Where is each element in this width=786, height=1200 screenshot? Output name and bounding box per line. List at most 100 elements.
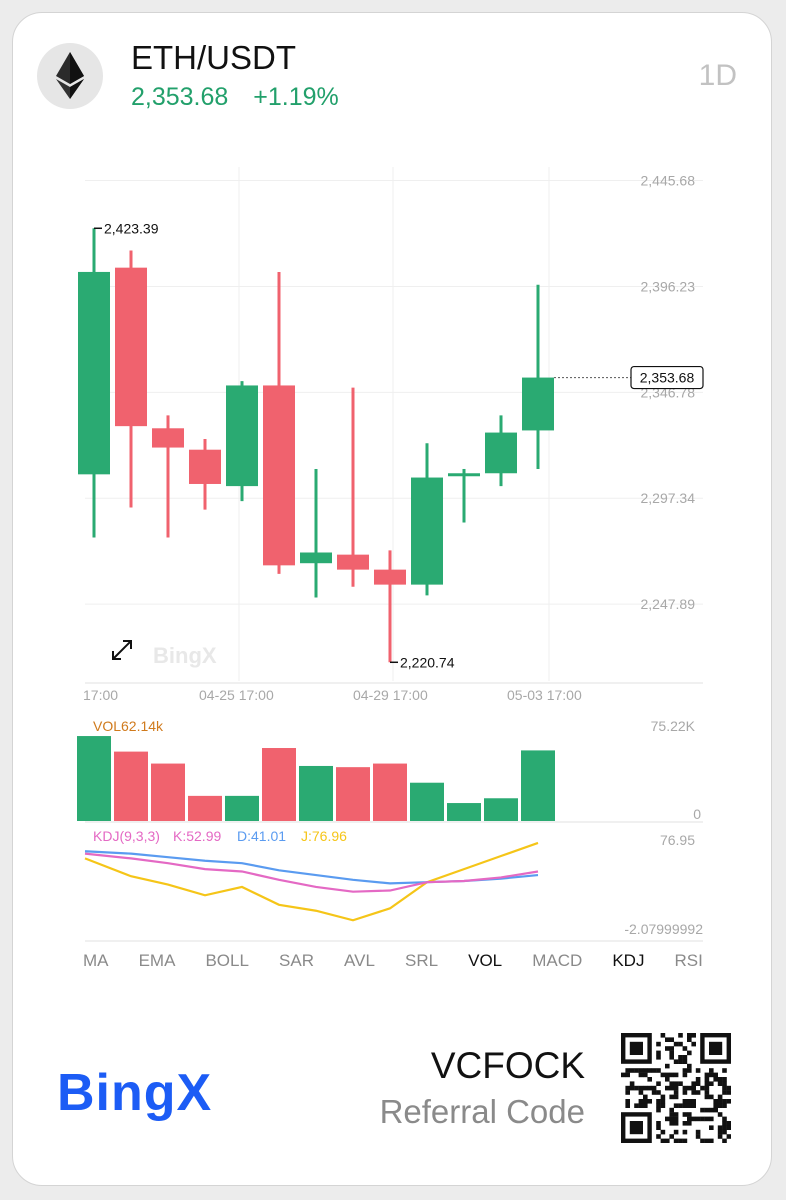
qr-module bbox=[673, 1059, 679, 1064]
x-tick-label: 05-03 17:00 bbox=[507, 687, 582, 703]
qr-module bbox=[704, 1094, 710, 1100]
tab-macd[interactable]: MACD bbox=[532, 951, 583, 970]
candle-body bbox=[226, 385, 258, 487]
tab-boll[interactable]: BOLL bbox=[205, 951, 249, 970]
kdj-max-label: 76.95 bbox=[660, 832, 695, 848]
qr-module bbox=[695, 1129, 701, 1135]
candle-body bbox=[115, 267, 147, 427]
qr-module bbox=[643, 1094, 648, 1100]
qr-module bbox=[695, 1134, 701, 1139]
qr-module bbox=[647, 1068, 652, 1073]
qr-module bbox=[687, 1121, 692, 1126]
qr-module bbox=[669, 1055, 674, 1060]
tab-ema[interactable]: EMA bbox=[138, 951, 176, 970]
last-price: 2,353.68 bbox=[131, 83, 229, 111]
qr-module bbox=[643, 1099, 648, 1104]
qr-module bbox=[682, 1129, 688, 1135]
qr-module bbox=[673, 1112, 679, 1117]
qr-module bbox=[687, 1085, 692, 1091]
qr-module bbox=[713, 1077, 718, 1082]
qr-module bbox=[669, 1037, 674, 1042]
candle-body bbox=[263, 385, 295, 566]
qr-module bbox=[704, 1072, 710, 1078]
qr-module bbox=[665, 1077, 670, 1082]
qr-module bbox=[709, 1081, 714, 1086]
qr-module bbox=[673, 1072, 679, 1078]
timeframe-label[interactable]: 1D bbox=[698, 59, 737, 92]
qr-module bbox=[687, 1099, 692, 1104]
qr-module bbox=[625, 1072, 630, 1078]
candle-body bbox=[337, 554, 369, 570]
qr-module bbox=[625, 1103, 630, 1108]
qr-module bbox=[687, 1063, 692, 1069]
qr-module bbox=[669, 1112, 674, 1117]
qr-module bbox=[722, 1129, 727, 1135]
qr-module bbox=[656, 1081, 661, 1086]
tab-srl[interactable]: SRL bbox=[404, 951, 439, 970]
chart-watermark: BingX bbox=[153, 643, 217, 668]
qr-module bbox=[621, 1072, 626, 1078]
qr-module bbox=[673, 1103, 679, 1108]
qr-module bbox=[709, 1068, 714, 1073]
volume-bar bbox=[410, 782, 444, 821]
brand-logo: BingX bbox=[57, 1064, 213, 1122]
qr-module bbox=[704, 1090, 710, 1095]
qr-module bbox=[717, 1134, 723, 1139]
candle-body bbox=[522, 377, 554, 431]
qr-module bbox=[665, 1037, 670, 1042]
qr-module bbox=[660, 1099, 666, 1104]
qr-module bbox=[629, 1068, 635, 1073]
qr-module bbox=[695, 1090, 701, 1095]
qr-module bbox=[629, 1081, 635, 1086]
tab-kdj[interactable]: KDJ bbox=[612, 951, 645, 970]
volume-bar bbox=[225, 795, 259, 821]
qr-module bbox=[682, 1090, 688, 1095]
qr-module bbox=[656, 1090, 661, 1095]
tab-vol[interactable]: VOL bbox=[468, 951, 503, 970]
candle-body bbox=[448, 473, 480, 477]
qr-module bbox=[669, 1046, 674, 1051]
qr-module bbox=[722, 1121, 727, 1126]
qr-module bbox=[638, 1099, 644, 1104]
qr-module bbox=[673, 1121, 679, 1126]
qr-module bbox=[665, 1085, 670, 1091]
qr-module bbox=[687, 1068, 692, 1073]
qr-module bbox=[638, 1072, 644, 1078]
tab-avl[interactable]: AVL bbox=[344, 951, 375, 970]
qr-module bbox=[678, 1041, 683, 1047]
volume-bar bbox=[336, 767, 370, 821]
kdj-min-label: -2.07999992 bbox=[624, 921, 703, 937]
qr-module bbox=[682, 1112, 688, 1117]
qr-module bbox=[678, 1138, 683, 1143]
tab-rsi[interactable]: RSI bbox=[674, 951, 703, 970]
qr-module bbox=[709, 1138, 714, 1143]
referral-label: Referral Code bbox=[379, 1093, 585, 1130]
qr-module bbox=[691, 1033, 696, 1038]
x-tick-label: 04-25 17:00 bbox=[199, 687, 274, 703]
qr-module bbox=[691, 1090, 696, 1095]
share-card: ETH/USDT 2,353.68 +1.19% 1D BingX 2,445.… bbox=[12, 12, 772, 1186]
qr-module bbox=[625, 1085, 630, 1091]
qr-module bbox=[638, 1090, 644, 1095]
qr-module bbox=[722, 1116, 727, 1122]
qr-module bbox=[638, 1068, 644, 1073]
chart-grid bbox=[85, 167, 703, 684]
qr-module bbox=[709, 1107, 714, 1113]
expand-icon[interactable] bbox=[112, 640, 132, 660]
qr-module bbox=[691, 1041, 696, 1047]
qr-module bbox=[656, 1099, 661, 1104]
high-price-label: 2,423.39 bbox=[104, 220, 159, 236]
qr-module bbox=[673, 1116, 679, 1122]
qr-module bbox=[682, 1138, 688, 1143]
qr-module bbox=[722, 1125, 727, 1130]
x-tick-label: 04-29 17:00 bbox=[353, 687, 428, 703]
tab-ma[interactable]: MA bbox=[83, 951, 109, 970]
tab-sar[interactable]: SAR bbox=[279, 951, 314, 970]
qr-module bbox=[673, 1041, 679, 1047]
qr-module bbox=[656, 1134, 661, 1139]
y-tick-label: 2,396.23 bbox=[641, 278, 696, 294]
qr-module bbox=[660, 1138, 666, 1143]
qr-module bbox=[717, 1103, 723, 1108]
qr-module bbox=[726, 1085, 731, 1091]
qr-module bbox=[673, 1081, 679, 1086]
